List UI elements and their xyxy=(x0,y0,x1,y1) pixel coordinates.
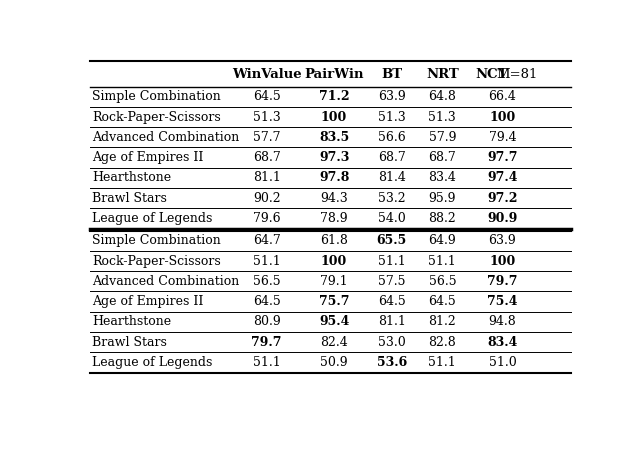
Text: 51.1: 51.1 xyxy=(253,255,280,267)
Text: WinValue: WinValue xyxy=(232,68,301,80)
Text: M=81: M=81 xyxy=(497,68,538,80)
Text: 64.5: 64.5 xyxy=(253,90,280,103)
Text: 51.3: 51.3 xyxy=(378,111,406,123)
Text: 56.5: 56.5 xyxy=(253,275,280,288)
Text: 51.1: 51.1 xyxy=(253,356,280,369)
Text: League of Legends: League of Legends xyxy=(92,212,212,225)
Text: 97.2: 97.2 xyxy=(487,192,518,205)
Text: NRT: NRT xyxy=(426,68,459,80)
Text: 82.4: 82.4 xyxy=(320,336,348,349)
Text: 100: 100 xyxy=(321,111,348,123)
Text: 94.8: 94.8 xyxy=(488,316,516,328)
Text: 68.7: 68.7 xyxy=(378,151,406,164)
Text: 57.9: 57.9 xyxy=(429,131,456,144)
Text: Simple Combination: Simple Combination xyxy=(92,90,221,103)
Text: 97.7: 97.7 xyxy=(487,151,518,164)
Text: 56.5: 56.5 xyxy=(429,275,456,288)
Text: NCT: NCT xyxy=(476,68,508,80)
Text: 68.7: 68.7 xyxy=(428,151,456,164)
Text: Hearthstone: Hearthstone xyxy=(92,171,172,184)
Text: 79.6: 79.6 xyxy=(253,212,280,225)
Text: 83.5: 83.5 xyxy=(319,131,349,144)
Text: 51.0: 51.0 xyxy=(488,356,516,369)
Text: 81.1: 81.1 xyxy=(378,316,406,328)
Text: League of Legends: League of Legends xyxy=(92,356,212,369)
Text: 53.2: 53.2 xyxy=(378,192,406,205)
Text: 63.9: 63.9 xyxy=(488,234,516,247)
Text: PairWin: PairWin xyxy=(305,68,364,80)
Text: 64.9: 64.9 xyxy=(428,234,456,247)
Text: 61.8: 61.8 xyxy=(320,234,348,247)
Text: Hearthstone: Hearthstone xyxy=(92,316,172,328)
Text: Rock-Paper-Scissors: Rock-Paper-Scissors xyxy=(92,255,221,267)
Text: 100: 100 xyxy=(490,255,516,267)
Text: 64.5: 64.5 xyxy=(253,295,280,308)
Text: 75.4: 75.4 xyxy=(487,295,518,308)
Text: 78.9: 78.9 xyxy=(320,212,348,225)
Text: 83.4: 83.4 xyxy=(487,336,518,349)
Text: 97.3: 97.3 xyxy=(319,151,349,164)
Text: 63.9: 63.9 xyxy=(378,90,406,103)
Text: 64.5: 64.5 xyxy=(378,295,406,308)
Text: 71.2: 71.2 xyxy=(319,90,349,103)
Text: 56.6: 56.6 xyxy=(378,131,406,144)
Text: Brawl Stars: Brawl Stars xyxy=(92,192,167,205)
Text: 88.2: 88.2 xyxy=(428,212,456,225)
Text: 90.2: 90.2 xyxy=(253,192,280,205)
Text: Age of Empires II: Age of Empires II xyxy=(92,151,204,164)
Text: 94.3: 94.3 xyxy=(320,192,348,205)
Text: 81.4: 81.4 xyxy=(378,171,406,184)
Text: 79.1: 79.1 xyxy=(320,275,348,288)
Text: 51.1: 51.1 xyxy=(378,255,406,267)
Text: 64.8: 64.8 xyxy=(428,90,456,103)
Text: 64.5: 64.5 xyxy=(428,295,456,308)
Text: 75.7: 75.7 xyxy=(319,295,349,308)
Text: Rock-Paper-Scissors: Rock-Paper-Scissors xyxy=(92,111,221,123)
Text: 90.9: 90.9 xyxy=(487,212,518,225)
Text: 79.7: 79.7 xyxy=(487,275,518,288)
Text: 57.7: 57.7 xyxy=(253,131,280,144)
Text: Age of Empires II: Age of Empires II xyxy=(92,295,204,308)
Text: 68.7: 68.7 xyxy=(253,151,280,164)
Text: Brawl Stars: Brawl Stars xyxy=(92,336,167,349)
Text: 95.4: 95.4 xyxy=(319,316,349,328)
Text: 54.0: 54.0 xyxy=(378,212,406,225)
Text: 97.8: 97.8 xyxy=(319,171,349,184)
Text: 51.1: 51.1 xyxy=(428,255,456,267)
Text: 83.4: 83.4 xyxy=(428,171,456,184)
Text: 50.9: 50.9 xyxy=(320,356,348,369)
Text: 79.4: 79.4 xyxy=(489,131,516,144)
Text: 66.4: 66.4 xyxy=(488,90,516,103)
Text: 97.4: 97.4 xyxy=(487,171,518,184)
Text: Advanced Combination: Advanced Combination xyxy=(92,131,239,144)
Text: 79.7: 79.7 xyxy=(252,336,282,349)
Text: 53.0: 53.0 xyxy=(378,336,406,349)
Text: 100: 100 xyxy=(490,111,516,123)
Text: 100: 100 xyxy=(321,255,348,267)
Text: 51.3: 51.3 xyxy=(428,111,456,123)
Text: 57.5: 57.5 xyxy=(378,275,406,288)
Text: 81.1: 81.1 xyxy=(253,171,281,184)
Text: 51.3: 51.3 xyxy=(253,111,280,123)
Text: 81.2: 81.2 xyxy=(428,316,456,328)
Text: 53.6: 53.6 xyxy=(377,356,407,369)
Text: 64.7: 64.7 xyxy=(253,234,280,247)
Text: Simple Combination: Simple Combination xyxy=(92,234,221,247)
Text: 80.9: 80.9 xyxy=(253,316,280,328)
Text: 51.1: 51.1 xyxy=(428,356,456,369)
Text: BT: BT xyxy=(381,68,403,80)
Text: 82.8: 82.8 xyxy=(428,336,456,349)
Text: 65.5: 65.5 xyxy=(377,234,407,247)
Text: Advanced Combination: Advanced Combination xyxy=(92,275,239,288)
Text: 95.9: 95.9 xyxy=(429,192,456,205)
